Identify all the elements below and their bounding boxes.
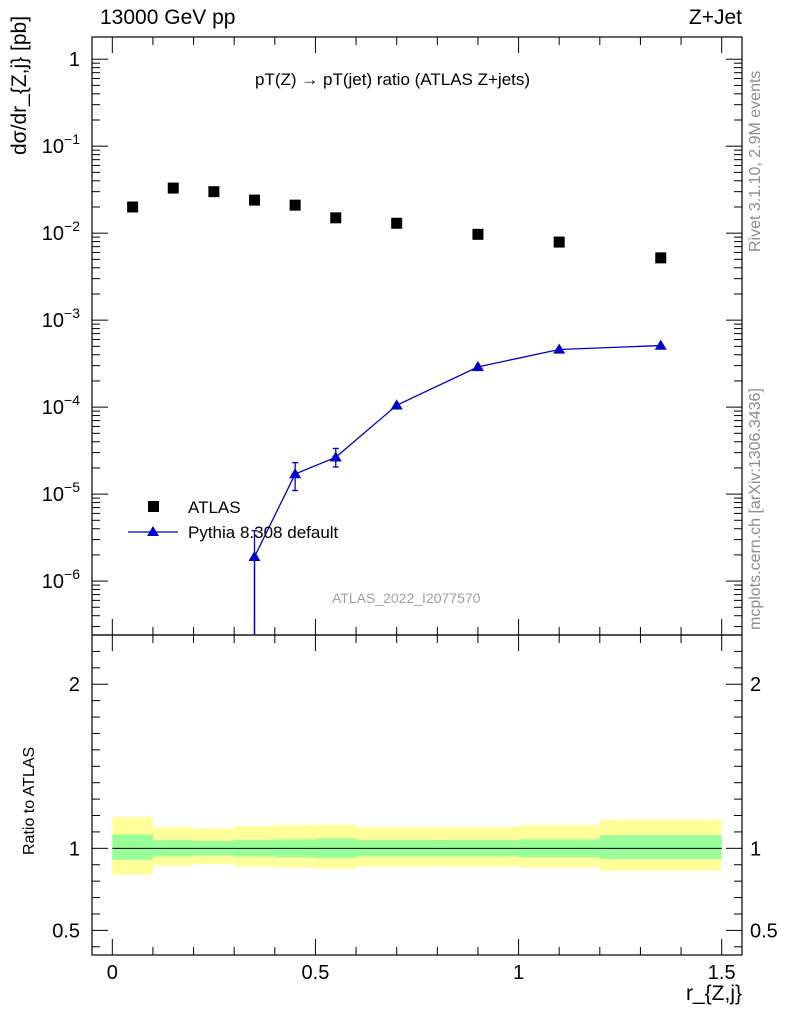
ratio-band-inner-bin xyxy=(112,834,153,860)
main-y-tick-label-exp: −6 xyxy=(64,566,80,582)
ratio-y-tick-label-left: 1 xyxy=(69,838,80,860)
pythia-point xyxy=(289,468,302,479)
main-y-tick-label-exp: −5 xyxy=(64,479,80,495)
atlas-point xyxy=(553,236,565,248)
y-axis-title-main: dσ/dr_{Z,j} [pb] xyxy=(8,16,32,155)
main-y-tick-label-exp: −2 xyxy=(64,218,80,234)
legend-label-pythia: Pythia 8.308 default xyxy=(188,523,339,542)
main-y-tick-label-exp: −3 xyxy=(64,305,80,321)
atlas-point xyxy=(391,217,403,229)
main-y-tick-label-exp: −4 xyxy=(64,392,80,408)
process-label: Z+Jet xyxy=(688,6,742,29)
main-y-tick-label: 1 xyxy=(69,49,80,71)
ratio-y-tick-label-right: 0.5 xyxy=(750,920,778,942)
x-axis-title-text: r_{Z,j} xyxy=(685,982,742,1005)
main-title: pT(Z) → pT(jet) ratio (ATLAS Z+jets) xyxy=(255,70,530,90)
pythia-point xyxy=(471,360,484,372)
ratio-y-tick-label-left: 2 xyxy=(69,674,80,696)
x-tick-label: 0.5 xyxy=(302,962,330,984)
x-tick-label: 1.5 xyxy=(708,962,736,984)
main-y-tick-label-exp: −1 xyxy=(64,131,80,147)
atlas-point xyxy=(655,252,667,264)
ratio-y-tick-label-right: 2 xyxy=(750,674,761,696)
main-y-tick-label: 10−2 xyxy=(42,218,80,245)
mcplots-label: mcplots.cern.ch [arXiv:1306.3436] xyxy=(747,388,764,630)
x-axis-title: r_{Z,j} xyxy=(686,982,742,1006)
atlas-point xyxy=(289,199,301,211)
pythia-point xyxy=(248,550,261,562)
ratio-frame xyxy=(91,634,743,956)
main-title-text: pT(Z) → pT(jet) ratio (ATLAS Z+jets) xyxy=(255,70,531,89)
x-tick-label: 1 xyxy=(513,962,524,984)
main-y-tick-label-base: 10 xyxy=(42,484,64,506)
series-atlas xyxy=(127,182,667,264)
legend-marker-atlas xyxy=(148,501,159,512)
x-tick-label: 0 xyxy=(107,962,118,984)
watermark: ATLAS_2022_I2077570 xyxy=(332,590,481,606)
ratio-y-tick-label-left: 0.5 xyxy=(52,920,80,942)
main-y-tick-label-base: 10 xyxy=(42,223,64,245)
atlas-point xyxy=(249,194,260,206)
atlas-point xyxy=(167,182,179,194)
main-y-tick-label: 10−5 xyxy=(42,479,80,506)
atlas-point xyxy=(127,201,139,213)
ratio-band-inner-bin xyxy=(599,835,722,859)
main-y-tick-label: 10−4 xyxy=(42,392,80,419)
pythia-point xyxy=(390,399,403,410)
y-axis-title-ratio: Ratio to ATLAS xyxy=(21,746,38,855)
rivet-label: Rivet 3.1.10, 2.9M events xyxy=(747,70,764,252)
main-y-tick-label-base: 1 xyxy=(69,49,80,71)
main-y-tick-label: 10−1 xyxy=(42,131,80,158)
legend-marker-pythia xyxy=(147,526,159,536)
y-axis-title-main-text: dσ/dr_{Z,j} [pb] xyxy=(8,15,31,155)
legend-label-atlas: ATLAS xyxy=(188,498,241,517)
legend: ATLAS Pythia 8.308 default xyxy=(128,498,339,542)
main-frame xyxy=(91,36,743,636)
main-y-tick-label-base: 10 xyxy=(42,397,64,419)
main-y-tick-label-base: 10 xyxy=(42,571,64,593)
pythia-point xyxy=(654,339,667,350)
main-y-tick-label: 10−6 xyxy=(42,566,80,593)
series-pythia xyxy=(248,339,667,635)
pythia-point xyxy=(553,343,566,354)
atlas-point xyxy=(472,228,484,240)
pythia-point xyxy=(329,451,342,462)
main-y-tick-label-base: 10 xyxy=(42,136,64,158)
atlas-point xyxy=(330,212,342,224)
atlas-point xyxy=(208,186,220,198)
ratio-y-tick-label-right: 1 xyxy=(750,838,761,860)
main-y-tick-label-base: 10 xyxy=(42,310,64,332)
energy-label: 13000 GeV pp xyxy=(100,6,236,29)
main-y-tick-label: 10−3 xyxy=(42,305,80,332)
